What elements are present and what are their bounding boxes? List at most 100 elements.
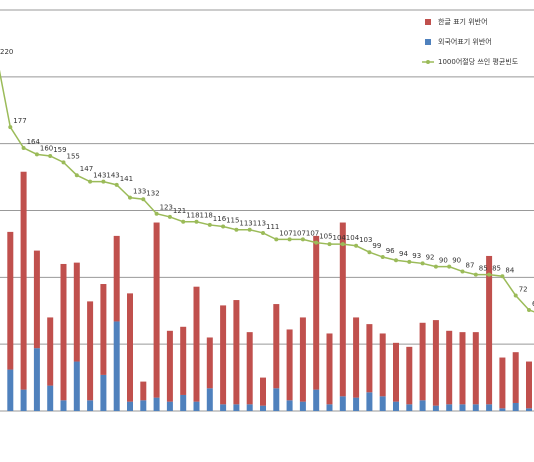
bar-segment: [406, 404, 413, 411]
data-label: 118: [186, 212, 199, 220]
bar-segment: [526, 361, 532, 409]
data-label: 93: [412, 252, 421, 260]
bar-segment: [193, 286, 200, 402]
line-marker: [114, 182, 119, 187]
data-label: 111: [266, 223, 279, 231]
bar-segment: [353, 397, 360, 411]
data-label: 141: [120, 175, 133, 183]
legend-label: 1000어절당 쓰인 평균빈도: [438, 57, 519, 66]
bar-segment: [379, 333, 386, 397]
bar-segment: [353, 317, 360, 398]
line-marker: [460, 269, 465, 274]
bar-segment: [20, 171, 27, 390]
line-marker: [287, 237, 292, 242]
bar-segment: [87, 301, 94, 401]
line-marker: [394, 258, 398, 263]
data-label: 160: [40, 144, 53, 152]
data-label: 107: [279, 229, 292, 237]
data-label: 116: [213, 215, 227, 223]
data-label: 115: [226, 217, 239, 225]
data-label: 90: [439, 257, 448, 265]
line-marker: [101, 179, 106, 184]
data-label: 155: [67, 152, 80, 160]
line-marker: [34, 152, 39, 157]
legend-label: 한글 표기 위반어: [438, 17, 488, 26]
bar-segment: [206, 388, 213, 411]
line-marker: [88, 179, 93, 184]
line-marker: [247, 227, 252, 232]
bar-segment: [233, 300, 240, 405]
data-label: 133: [133, 188, 146, 196]
bar-segment: [446, 404, 453, 411]
data-label: 113: [253, 220, 266, 228]
bar-segment: [313, 235, 320, 390]
bar-segment: [140, 381, 147, 401]
bar-segment: [419, 400, 426, 411]
data-label: 92: [426, 253, 435, 261]
data-label: 90: [452, 257, 461, 265]
line-marker: [380, 255, 385, 260]
bar-segment: [193, 401, 200, 411]
bar-segment: [87, 400, 94, 411]
bar-segment: [73, 262, 80, 362]
bar-segment: [286, 400, 293, 411]
line-marker: [473, 272, 478, 277]
bar-segment: [260, 377, 266, 406]
line-marker: [354, 243, 359, 248]
bar-segment: [459, 404, 466, 411]
data-label: 87: [466, 261, 475, 269]
line-marker: [433, 264, 438, 269]
bar-segment: [299, 401, 306, 411]
line-marker: [234, 227, 239, 232]
bar-segment: [393, 401, 399, 411]
bar-segment: [472, 332, 479, 405]
data-label: 132: [146, 189, 159, 197]
bar-segment: [526, 408, 532, 411]
bar-segment: [432, 405, 439, 411]
bar-segment: [273, 304, 280, 389]
data-label: 85: [492, 265, 501, 273]
data-label: 159: [53, 146, 66, 154]
bar-segment: [113, 235, 120, 322]
bar-segment: [432, 320, 439, 406]
line-marker: [500, 274, 505, 279]
bar-segment: [299, 317, 306, 402]
line-marker: [261, 230, 265, 235]
line-marker: [21, 145, 26, 150]
bar-segment: [140, 400, 147, 411]
line-marker: [527, 307, 531, 312]
data-label: 104: [333, 234, 347, 242]
line-marker: [367, 250, 372, 255]
line-marker: [487, 272, 492, 277]
bar-segment: [47, 317, 54, 386]
bar-segment: [73, 361, 80, 411]
line-marker: [61, 160, 66, 165]
bar-segment: [166, 401, 173, 411]
bar-segment: [499, 408, 506, 411]
bar-segment: [47, 385, 54, 411]
data-label: 103: [359, 236, 372, 244]
bar-segment: [153, 397, 160, 411]
bar-segment: [127, 401, 133, 411]
data-label: 118: [200, 212, 213, 220]
bar-segment: [60, 400, 67, 411]
bar-segment: [286, 329, 293, 401]
bar-segment: [512, 352, 519, 403]
data-label: 107: [293, 229, 306, 237]
bar-segment: [393, 342, 399, 402]
data-label: 72: [519, 286, 528, 294]
data-label: 99: [372, 242, 381, 250]
bar-segment: [127, 293, 133, 402]
bar-segment: [113, 321, 120, 411]
bar-segment: [33, 250, 40, 349]
line-marker: [154, 211, 159, 216]
bar-segment: [100, 374, 107, 411]
line-marker: [48, 153, 53, 158]
bar-segment: [153, 222, 160, 398]
bar-segment: [366, 392, 373, 411]
line-marker: [407, 259, 412, 264]
bar-segment: [273, 388, 280, 411]
data-label: 164: [27, 138, 41, 146]
bar-segment: [246, 404, 253, 411]
bar-segment: [339, 222, 346, 397]
